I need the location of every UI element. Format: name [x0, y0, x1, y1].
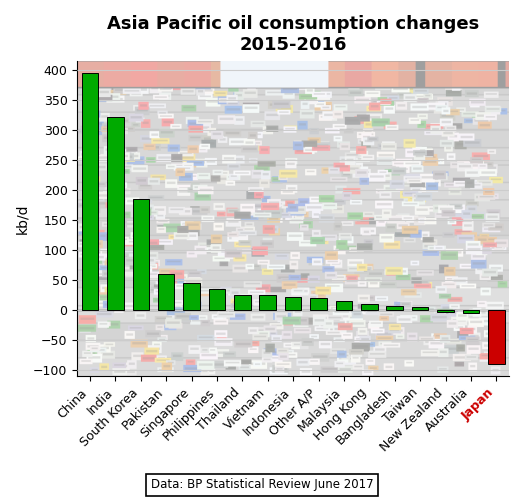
Bar — [82, 73, 98, 310]
Y-axis label: kb/d: kb/d — [15, 204, 29, 234]
Bar — [463, 310, 479, 313]
Bar — [310, 298, 327, 310]
Bar — [209, 289, 225, 310]
Bar — [158, 274, 174, 310]
Bar — [361, 304, 378, 310]
Bar — [412, 307, 428, 310]
Bar — [107, 117, 124, 310]
Title: Asia Pacific oil consumption changes
2015-2016: Asia Pacific oil consumption changes 201… — [107, 15, 479, 54]
Bar — [133, 199, 149, 310]
Bar — [183, 283, 200, 310]
Bar — [437, 310, 454, 311]
Bar — [336, 301, 352, 310]
Bar — [259, 295, 276, 310]
Bar — [234, 295, 250, 310]
Bar — [285, 297, 301, 310]
Bar — [488, 310, 505, 364]
Bar — [387, 306, 403, 310]
Text: Data: BP Statistical Review June 2017: Data: BP Statistical Review June 2017 — [151, 478, 373, 491]
